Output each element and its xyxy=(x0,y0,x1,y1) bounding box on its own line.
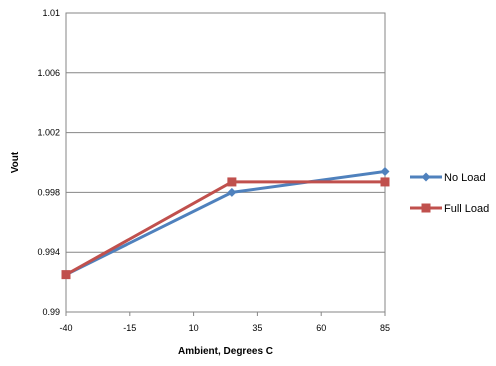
x-tick-label: -15 xyxy=(123,323,136,333)
x-tick-label: -40 xyxy=(59,323,72,333)
data-point xyxy=(227,187,237,197)
y-tick-label: 1.002 xyxy=(37,128,60,138)
x-tick-label: 10 xyxy=(189,323,199,333)
x-tick-label: 35 xyxy=(252,323,262,333)
y-tick-label: 1.006 xyxy=(37,68,60,78)
y-tick-label: 0.99 xyxy=(42,307,60,317)
x-axis-ticks: -40 -15 10 35 60 85 xyxy=(59,312,390,333)
y-tick-label: 0.994 xyxy=(37,247,60,257)
series-group xyxy=(61,166,390,280)
y-tick-label: 0.998 xyxy=(37,187,60,197)
plot-area xyxy=(65,12,386,313)
gridlines xyxy=(66,12,385,313)
data-point xyxy=(380,166,390,176)
x-axis-title: Ambient, Degrees C xyxy=(178,346,273,357)
legend: No Load Full Load xyxy=(410,172,489,215)
data-point xyxy=(61,270,71,280)
x-tick-label: 60 xyxy=(316,323,326,333)
legend-label: Full Load xyxy=(444,203,489,215)
legend-label: No Load xyxy=(444,172,486,184)
data-point xyxy=(421,203,431,213)
data-point xyxy=(380,177,390,187)
y-axis-ticks: 0.99 0.994 0.998 1.002 1.006 1.01 xyxy=(37,8,60,317)
x-tick-label: 85 xyxy=(380,323,390,333)
data-point xyxy=(227,177,237,187)
data-point xyxy=(421,172,431,182)
y-tick-label: 1.01 xyxy=(42,8,60,18)
y-axis-title: Vout xyxy=(10,151,21,173)
